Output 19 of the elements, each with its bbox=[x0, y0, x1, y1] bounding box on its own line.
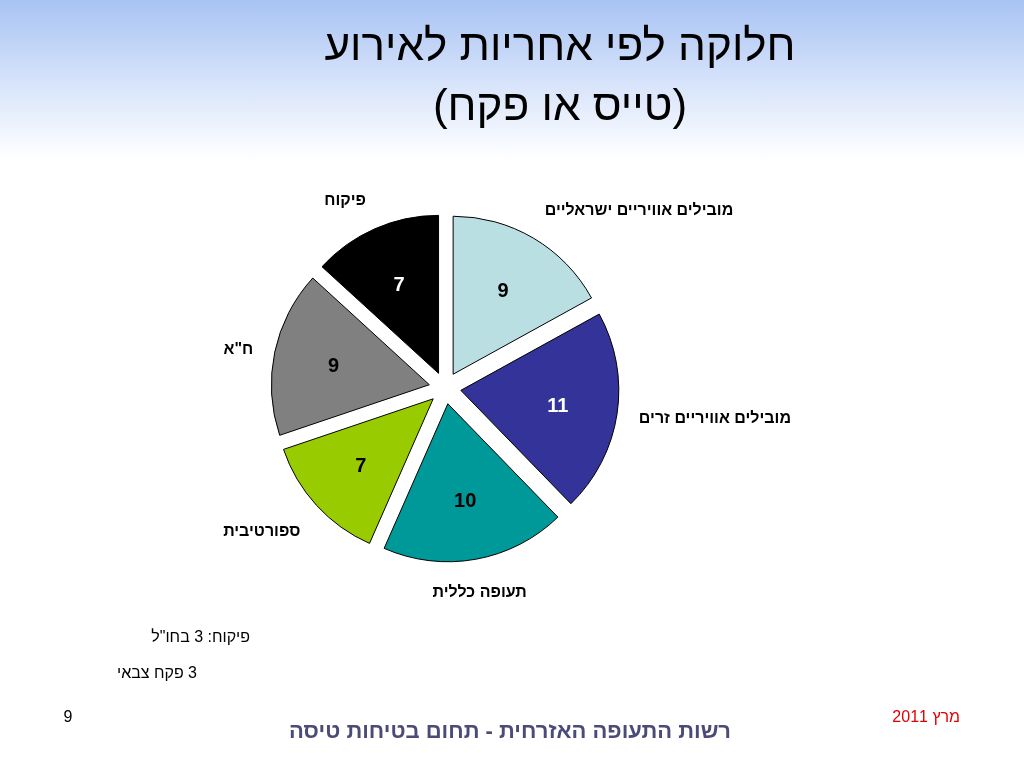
chart-title: חלוקה לפי אחריות לאירוע bbox=[324, 20, 796, 69]
data-label: 10 bbox=[454, 489, 477, 512]
data-label: 9 bbox=[497, 278, 509, 301]
data-label: 11 bbox=[547, 393, 569, 416]
slice-label: ספורטיבית bbox=[223, 522, 301, 540]
text: 9 bbox=[63, 708, 73, 725]
text: 3 פקח צבאי bbox=[116, 664, 198, 681]
text: פיקוח: 3 בחו"ל bbox=[151, 628, 250, 645]
data-label: 9 bbox=[327, 353, 340, 376]
text: רשות התעופה האזרחית - תחום בטיחות טיסה bbox=[288, 718, 732, 743]
data-label: 7 bbox=[393, 272, 405, 295]
slice-label: ח"א bbox=[223, 339, 254, 357]
slice-label: פיקוח bbox=[324, 190, 366, 208]
slice-label: מובילים אוויריים זרים bbox=[638, 408, 792, 426]
slice-label: מובילים אוויריים ישראליים bbox=[544, 201, 734, 219]
data-label: 7 bbox=[355, 453, 367, 476]
text: מרץ 2011 bbox=[892, 708, 960, 725]
chart-subtitle: (טייס או פקח) bbox=[432, 80, 688, 129]
slice-label: תעופה כללית bbox=[432, 582, 527, 600]
